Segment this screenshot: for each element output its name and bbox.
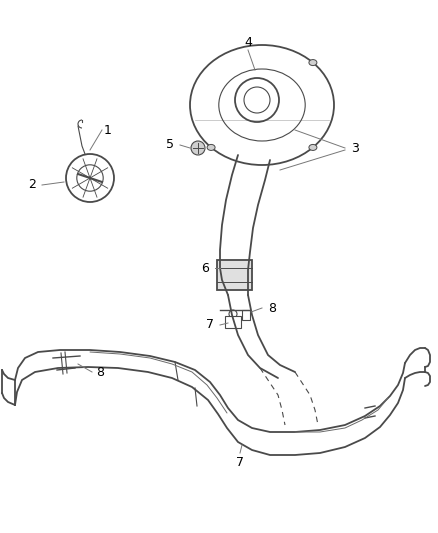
Polygon shape [225,316,241,328]
Polygon shape [242,310,250,320]
Polygon shape [217,260,252,290]
Ellipse shape [207,144,215,150]
Text: 2: 2 [28,179,36,191]
Text: 1: 1 [104,124,112,136]
Text: 3: 3 [351,141,359,155]
Circle shape [191,141,205,155]
Text: 8: 8 [96,366,104,378]
Text: 6: 6 [201,262,209,274]
Ellipse shape [309,60,317,66]
Ellipse shape [309,144,317,150]
Text: 7: 7 [236,456,244,469]
Text: 8: 8 [268,302,276,314]
Text: 5: 5 [166,139,174,151]
Text: 4: 4 [244,36,252,49]
Text: 7: 7 [206,319,214,332]
